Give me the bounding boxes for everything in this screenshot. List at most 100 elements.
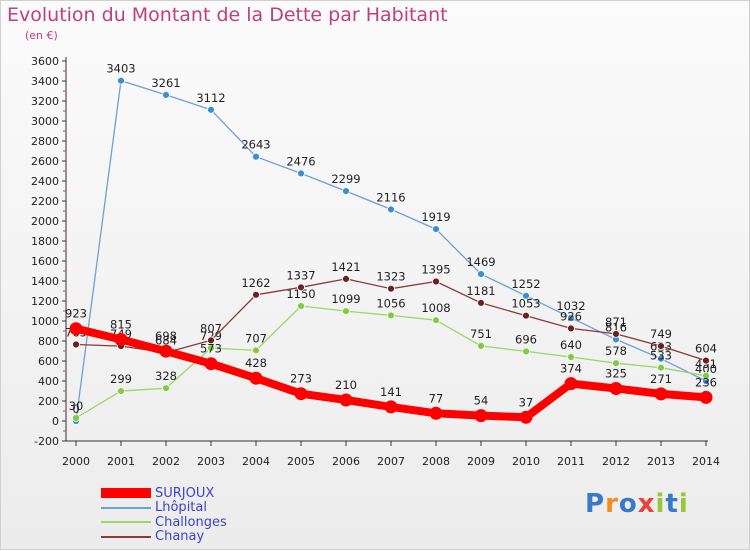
- data-label-challonges: 299: [110, 372, 132, 386]
- data-label-surjoux: 271: [650, 372, 672, 386]
- data-label-surjoux: 428: [245, 356, 267, 370]
- legend-swatch: [101, 521, 151, 523]
- y-tick-label: 0: [52, 415, 59, 428]
- legend-label: Chanay: [155, 529, 205, 544]
- data-label-challonges: 1056: [376, 296, 405, 310]
- data-point-challonges: [477, 341, 485, 350]
- data-label-surjoux: 141: [380, 385, 402, 399]
- x-tick-label: 2000: [62, 455, 90, 468]
- data-point-challonges: [702, 371, 710, 380]
- data-point-surjoux: [564, 377, 578, 391]
- data-label-surjoux: 815: [110, 318, 132, 332]
- x-tick-label: 2014: [692, 455, 720, 468]
- data-point-surjoux: [654, 387, 668, 401]
- data-point-challonges: [297, 302, 305, 310]
- data-point-chanay: [207, 336, 215, 345]
- data-label-chanay: 1262: [241, 276, 270, 290]
- x-tick-label: 2012: [602, 455, 630, 468]
- data-point-lh-pital: [477, 270, 485, 279]
- legend-item-surjoux: SURJOUX: [101, 485, 215, 501]
- y-tick-label: 3200: [31, 95, 59, 108]
- data-point-challonges: [72, 414, 80, 422]
- data-label-challonges: 1150: [286, 287, 315, 301]
- data-point-lh-pital: [432, 225, 440, 234]
- data-label-challonges: 640: [560, 338, 582, 352]
- data-label-chanay: 1421: [331, 260, 360, 274]
- legend-item-chanay: Chanay: [101, 529, 205, 544]
- data-point-lh-pital: [162, 91, 170, 99]
- data-label-lh-pital: 2299: [331, 172, 360, 186]
- data-point-lh-pital: [342, 187, 350, 196]
- data-point-challonges: [252, 346, 260, 355]
- proxiti-logo: Proxiti: [585, 489, 689, 519]
- data-point-chanay: [297, 283, 305, 292]
- unit-label: (en €): [25, 29, 58, 42]
- data-point-lh-pital: [657, 354, 665, 363]
- data-point-surjoux: [69, 322, 83, 336]
- data-label-chanay: 1181: [466, 284, 495, 298]
- y-tick-label: -200: [34, 435, 59, 448]
- data-point-chanay: [567, 324, 575, 333]
- data-label-challonges: 1099: [331, 292, 360, 306]
- data-label-challonges: 533: [650, 349, 672, 363]
- data-point-surjoux: [159, 344, 173, 358]
- data-label-surjoux: 923: [65, 307, 87, 321]
- data-label-lh-pital: 816: [605, 320, 627, 334]
- data-label-chanay: 1053: [511, 297, 540, 311]
- x-tick-label: 2005: [287, 455, 315, 468]
- y-tick-label: 1000: [31, 315, 59, 328]
- legend-swatch: [101, 535, 151, 538]
- data-point-surjoux: [249, 371, 263, 385]
- data-point-lh-pital: [387, 205, 395, 214]
- data-label-chanay: 926: [560, 309, 582, 323]
- data-point-surjoux: [204, 357, 218, 371]
- data-point-challonges: [567, 353, 575, 361]
- y-tick-label: 400: [38, 375, 59, 388]
- legend-label: SURJOUX: [155, 485, 215, 501]
- data-label-lh-pital: 1919: [421, 210, 450, 224]
- data-point-chanay: [72, 340, 80, 349]
- y-tick-label: 1800: [31, 235, 59, 248]
- data-point-surjoux: [339, 393, 353, 407]
- y-tick-label: 3600: [31, 55, 59, 68]
- data-point-challonges: [612, 359, 620, 368]
- data-label-lh-pital: 3261: [151, 76, 180, 90]
- data-label-challonges: 751: [470, 327, 492, 341]
- data-point-surjoux: [609, 382, 623, 395]
- data-label-surjoux: 573: [200, 342, 222, 356]
- data-label-surjoux: 236: [695, 375, 717, 389]
- data-label-surjoux: 77: [429, 391, 444, 405]
- data-label-lh-pital: 1252: [511, 277, 540, 291]
- y-tick-label: 3000: [31, 115, 59, 128]
- y-tick-label: 2000: [31, 215, 59, 228]
- data-point-lh-pital: [207, 105, 215, 114]
- data-point-surjoux: [294, 387, 308, 401]
- y-tick-label: 1400: [31, 275, 59, 288]
- data-label-surjoux: 698: [155, 329, 177, 343]
- data-label-surjoux: 374: [560, 362, 582, 376]
- legend-swatch: [101, 488, 151, 498]
- x-tick-label: 2004: [242, 455, 270, 468]
- y-tick-label: 2400: [31, 175, 59, 188]
- data-point-challonges: [162, 384, 170, 393]
- data-point-chanay: [432, 277, 440, 286]
- y-tick-label: 2600: [31, 155, 59, 168]
- data-label-lh-pital: 0: [72, 402, 79, 416]
- data-label-challonges: 578: [605, 344, 627, 358]
- x-tick-label: 2011: [557, 455, 585, 468]
- x-tick-label: 2006: [332, 455, 360, 468]
- data-point-lh-pital: [567, 313, 575, 322]
- data-point-challonges: [117, 387, 125, 396]
- y-tick-label: 2800: [31, 135, 59, 148]
- data-label-chanay: 604: [695, 342, 717, 356]
- data-point-lh-pital: [297, 169, 305, 178]
- data-label-surjoux: 210: [335, 378, 357, 392]
- data-label-challonges: 729: [200, 329, 222, 343]
- data-label-chanay: 807: [200, 321, 222, 335]
- chart-title: Evolution du Montant de la Dette par Hab…: [7, 4, 448, 26]
- x-tick-label: 2013: [647, 455, 675, 468]
- data-point-surjoux: [429, 406, 443, 420]
- legend-label: Challonges: [155, 514, 227, 530]
